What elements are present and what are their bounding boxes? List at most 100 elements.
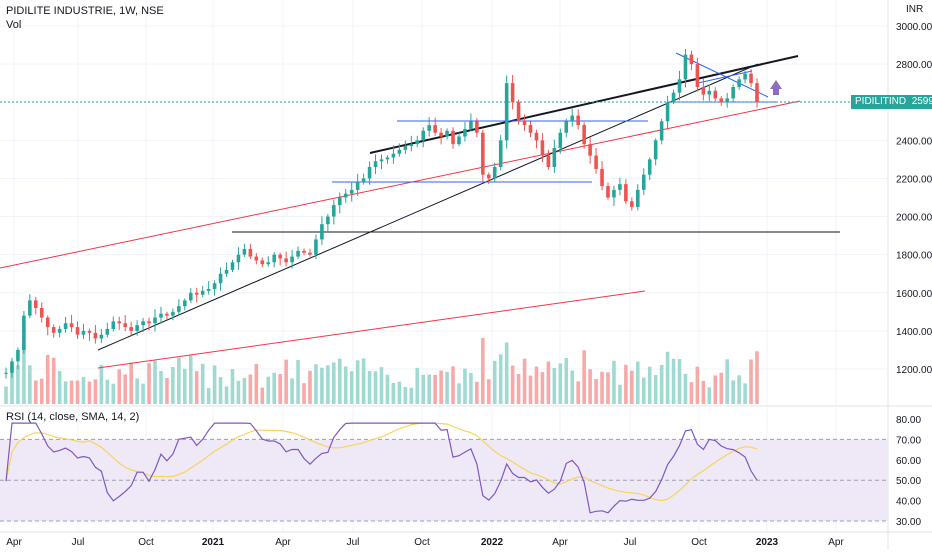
volume-bar — [153, 360, 157, 404]
candle-body — [188, 292, 193, 301]
volume-bar — [242, 378, 247, 404]
volume-bar — [177, 357, 181, 404]
volume-bar — [22, 344, 26, 404]
candle-body — [719, 98, 724, 103]
volume-bar — [433, 374, 437, 404]
volume-bar — [129, 362, 133, 404]
volume-bar — [69, 380, 74, 404]
candle-body — [242, 248, 247, 255]
candle-body — [272, 254, 277, 263]
candle-body — [361, 178, 366, 183]
volume-bar — [39, 378, 44, 404]
volume-bar — [636, 361, 640, 404]
candle-body — [123, 323, 127, 328]
volume-bar — [212, 365, 217, 404]
candle-body — [22, 315, 26, 350]
trendline-black-support — [97, 63, 759, 351]
candle-body — [320, 224, 324, 240]
time-tick-label: Apr — [275, 537, 291, 548]
volume-bar — [81, 377, 86, 404]
candle-body — [165, 313, 169, 316]
price-badge-ticker: PIDILITIND — [855, 96, 907, 107]
volume-bar — [564, 358, 569, 404]
volume-bar — [671, 358, 676, 404]
candle-body — [314, 239, 318, 255]
volume-bar — [475, 381, 479, 404]
volume-legend[interactable]: Vol — [6, 19, 21, 31]
volume-bar — [296, 359, 300, 404]
candle-body — [135, 325, 139, 331]
rsi-tick-label: 40.00 — [896, 497, 921, 508]
candle-body — [278, 254, 282, 259]
volume-bar — [570, 370, 575, 404]
volume-bar — [200, 363, 205, 404]
time-tick-label: Jul — [624, 537, 637, 548]
candle-body — [695, 64, 700, 87]
volume-bar — [451, 366, 455, 404]
rsi-tick-label: 70.00 — [896, 435, 921, 446]
volume-bar — [403, 386, 408, 404]
candle-body — [749, 73, 753, 84]
rsi-ma-line — [5, 422, 758, 502]
candle-body — [87, 330, 92, 333]
candle-body — [707, 90, 712, 95]
candle-body — [582, 125, 586, 145]
volume-bar — [510, 365, 515, 404]
candle-body — [63, 323, 68, 329]
price-tick-label: 1600.00 — [896, 289, 932, 300]
volume-bar — [272, 372, 277, 404]
time-tick-label: 2021 — [202, 537, 225, 548]
candle-body — [57, 328, 62, 333]
candle-body — [606, 186, 610, 198]
volume-bar — [725, 359, 729, 404]
candle-body — [183, 300, 187, 307]
symbol-legend[interactable]: PIDILITE INDUSTRIE, 1W, NSE — [6, 5, 164, 17]
time-tick-label: Jul — [72, 537, 85, 548]
candle-body — [469, 121, 473, 129]
volume-bar — [445, 371, 449, 404]
volume-bar — [606, 372, 610, 404]
candle-body — [266, 262, 271, 265]
price-tick-label: 3000.00 — [896, 22, 932, 33]
candle-body — [671, 92, 676, 103]
candle-body — [558, 132, 563, 148]
volume-bar — [141, 383, 145, 404]
currency-label: INR — [906, 4, 923, 15]
volume-bar — [260, 387, 265, 404]
volume-bar — [516, 373, 521, 404]
volume-bar — [522, 358, 527, 404]
volume-bar — [743, 383, 747, 404]
rsi-legend[interactable]: RSI (14, close, SMA, 14, 2) — [6, 411, 139, 423]
volume-bar — [320, 367, 324, 404]
volume-bar — [165, 378, 169, 404]
volume-bar — [34, 380, 38, 404]
volume-bars — [4, 338, 759, 404]
volume-bar — [653, 375, 658, 404]
volume-bar — [391, 382, 396, 404]
trendline-drawings[interactable] — [0, 52, 888, 369]
candle-body — [588, 144, 592, 156]
candle-body — [117, 321, 122, 324]
candle-body — [546, 155, 551, 168]
volume-bar — [147, 363, 151, 404]
candle-body — [69, 323, 74, 328]
arrow-up-icon — [770, 80, 782, 95]
candle-body — [755, 83, 759, 103]
candle-body — [510, 83, 515, 103]
candle-body — [659, 121, 664, 141]
volume-bar — [612, 360, 616, 404]
volume-bar — [171, 367, 175, 404]
candle-body — [326, 216, 330, 225]
volume-bar — [624, 364, 628, 404]
volume-bar — [254, 363, 259, 404]
candle-body — [415, 140, 420, 145]
volume-bar — [641, 377, 646, 404]
trendline-red-lower — [97, 290, 646, 369]
volume-bar — [111, 383, 116, 404]
wedge-mid — [697, 70, 753, 84]
volume-bar — [457, 383, 461, 404]
candle-body — [552, 147, 557, 168]
time-tick-label: 2023 — [756, 537, 779, 548]
volume-bar — [51, 357, 56, 404]
